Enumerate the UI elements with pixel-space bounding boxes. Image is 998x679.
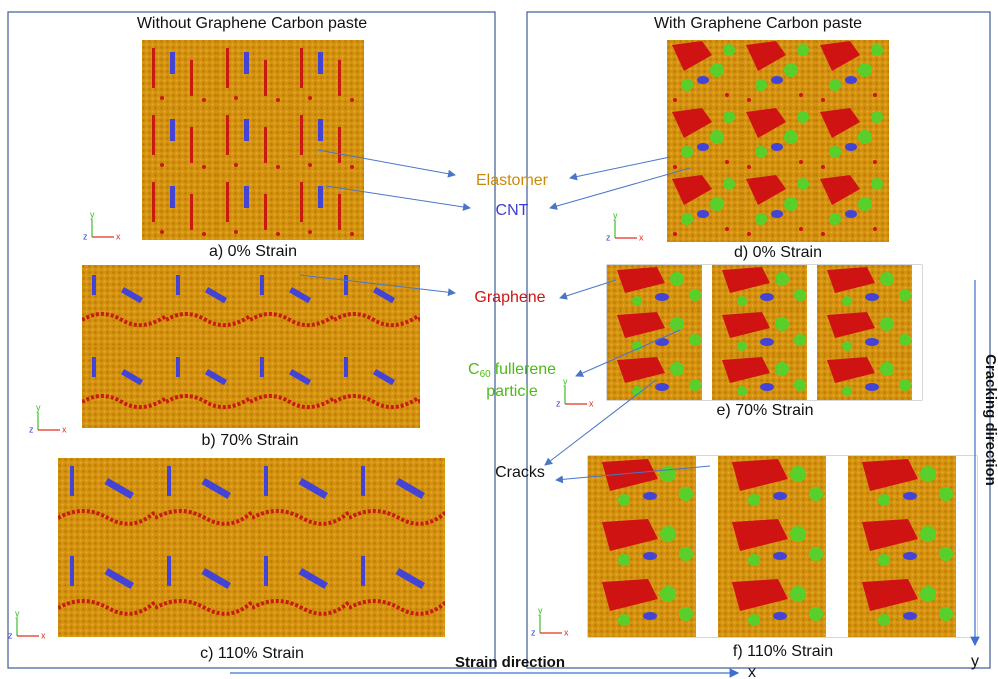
elastomer-label: Elastomer <box>476 172 549 189</box>
panel-image <box>82 265 420 428</box>
cracking-axis: y <box>971 653 979 670</box>
triad-y-label: y <box>563 376 568 386</box>
triad-x-label: x <box>41 630 46 640</box>
axis-triad: y x z <box>556 376 594 408</box>
triad-z-label: z <box>8 630 13 640</box>
panel-label: e) 70% Strain <box>717 402 814 419</box>
fullerene-text: fullerene <box>495 361 556 378</box>
graphene-label: Graphene <box>474 289 545 306</box>
triad-y-label: y <box>15 608 20 618</box>
panel-image <box>667 40 889 242</box>
triad-z-label: z <box>531 627 536 637</box>
cnt-label: CNT <box>496 202 529 219</box>
triad-z-label: z <box>606 232 611 242</box>
axis-triad: y x z <box>606 210 644 242</box>
panel-label: a) 0% Strain <box>209 243 297 260</box>
triad-z-label: z <box>29 424 34 434</box>
triad-x-label: x <box>564 627 569 637</box>
panel-image <box>58 458 445 637</box>
panel-label: f) 110% Strain <box>733 643 833 660</box>
triad-y-label: y <box>36 402 41 412</box>
cracking-direction-label: Cracking direction <box>982 354 998 486</box>
axis-triad: y x z <box>8 608 46 640</box>
axis-triad: y x z <box>531 605 569 637</box>
fullerene-line2: particle <box>486 383 538 400</box>
panel-image <box>588 456 977 637</box>
triad-y-label: y <box>613 210 618 220</box>
panel-image <box>607 265 922 400</box>
triad-x-label: x <box>589 398 594 408</box>
strain-axis: x <box>748 664 756 679</box>
triad-x-label: x <box>62 424 67 434</box>
triad-z-label: z <box>556 398 561 408</box>
triad-y-label: y <box>538 605 543 615</box>
triad-z-label: z <box>83 231 88 241</box>
triad-x-label: x <box>116 231 121 241</box>
arrow <box>545 380 656 465</box>
left-title: Without Graphene Carbon paste <box>137 15 367 32</box>
strain-direction-label: Strain direction <box>455 654 565 671</box>
right-title: With Graphene Carbon paste <box>654 15 862 32</box>
triad-y-label: y <box>90 209 95 219</box>
cracks-label: Cracks <box>495 464 545 481</box>
axis-triad: y x z <box>83 209 121 241</box>
axis-triad: y x z <box>29 402 67 434</box>
fullerene-subscript: 60 <box>480 369 492 380</box>
figure: Without Graphene Carbon paste With Graph… <box>0 0 998 679</box>
panel-label: d) 0% Strain <box>734 244 822 261</box>
triad-x-label: x <box>639 232 644 242</box>
panel-label: c) 110% Strain <box>200 645 304 662</box>
panel-image <box>142 40 364 240</box>
arrow <box>570 157 670 178</box>
panel-label: b) 70% Strain <box>202 432 299 449</box>
fullerene-prefix: C <box>468 361 480 378</box>
